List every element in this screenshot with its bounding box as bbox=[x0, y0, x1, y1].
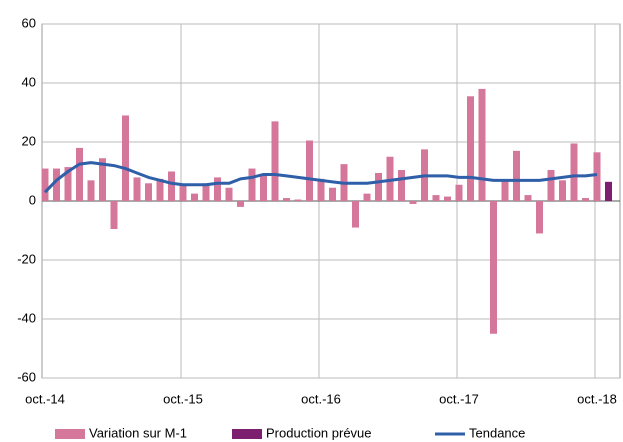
bar bbox=[260, 174, 267, 201]
y-tick-label: 20 bbox=[22, 133, 36, 148]
legend-label: Variation sur M-1 bbox=[89, 425, 187, 440]
bar bbox=[455, 184, 463, 201]
bar bbox=[605, 181, 612, 201]
bar bbox=[398, 170, 405, 201]
legend-swatch bbox=[55, 429, 85, 439]
legend-swatch bbox=[232, 429, 262, 439]
bar bbox=[225, 187, 233, 201]
y-tick-label: 0 bbox=[29, 192, 36, 207]
bar bbox=[593, 152, 601, 201]
bar bbox=[168, 171, 175, 201]
x-tick-label: oct.-14 bbox=[25, 391, 65, 406]
y-tick-label: 60 bbox=[22, 15, 36, 30]
y-tick-label: 40 bbox=[22, 74, 36, 89]
bar bbox=[41, 168, 49, 201]
bar bbox=[156, 178, 164, 201]
x-tick-label: oct.-16 bbox=[301, 391, 341, 406]
bar bbox=[363, 193, 371, 201]
bar bbox=[432, 195, 440, 201]
bar bbox=[306, 140, 313, 201]
bar bbox=[110, 201, 118, 230]
bar bbox=[409, 201, 417, 204]
bar bbox=[248, 168, 256, 201]
bar bbox=[237, 201, 244, 207]
bar bbox=[524, 195, 532, 201]
bar bbox=[501, 180, 509, 201]
bar bbox=[559, 180, 566, 201]
bar bbox=[99, 158, 106, 201]
bar bbox=[145, 183, 152, 201]
bar bbox=[87, 180, 95, 201]
bar bbox=[283, 198, 290, 201]
bar bbox=[271, 121, 279, 201]
y-tick-label: -40 bbox=[17, 310, 36, 325]
bar bbox=[582, 198, 589, 201]
x-tick-label: oct.-15 bbox=[163, 391, 203, 406]
bar bbox=[214, 177, 221, 201]
bar bbox=[375, 172, 382, 201]
x-tick-label: oct.-18 bbox=[577, 391, 617, 406]
bar bbox=[179, 184, 187, 201]
bar bbox=[317, 178, 325, 201]
legend-label: Tendance bbox=[469, 425, 525, 440]
x-tick-label: oct.-17 bbox=[439, 391, 479, 406]
y-tick-label: -20 bbox=[17, 251, 36, 266]
bar bbox=[513, 150, 520, 201]
bar bbox=[547, 170, 555, 201]
bar bbox=[202, 183, 210, 201]
bar bbox=[490, 201, 497, 334]
bar bbox=[76, 147, 83, 201]
bar bbox=[133, 177, 141, 201]
bar bbox=[64, 167, 72, 201]
bar bbox=[53, 168, 60, 201]
trend-line bbox=[43, 161, 598, 194]
bar bbox=[122, 115, 129, 201]
bar bbox=[478, 88, 486, 201]
legend-label: Production prévue bbox=[266, 425, 372, 440]
y-tick-label: -60 bbox=[17, 369, 36, 384]
bar bbox=[536, 201, 543, 234]
bar bbox=[191, 193, 198, 201]
bar bbox=[444, 196, 451, 201]
bar bbox=[467, 96, 474, 201]
bar bbox=[294, 199, 302, 201]
bar bbox=[570, 143, 578, 201]
bar bbox=[329, 187, 336, 201]
bar bbox=[352, 201, 359, 228]
